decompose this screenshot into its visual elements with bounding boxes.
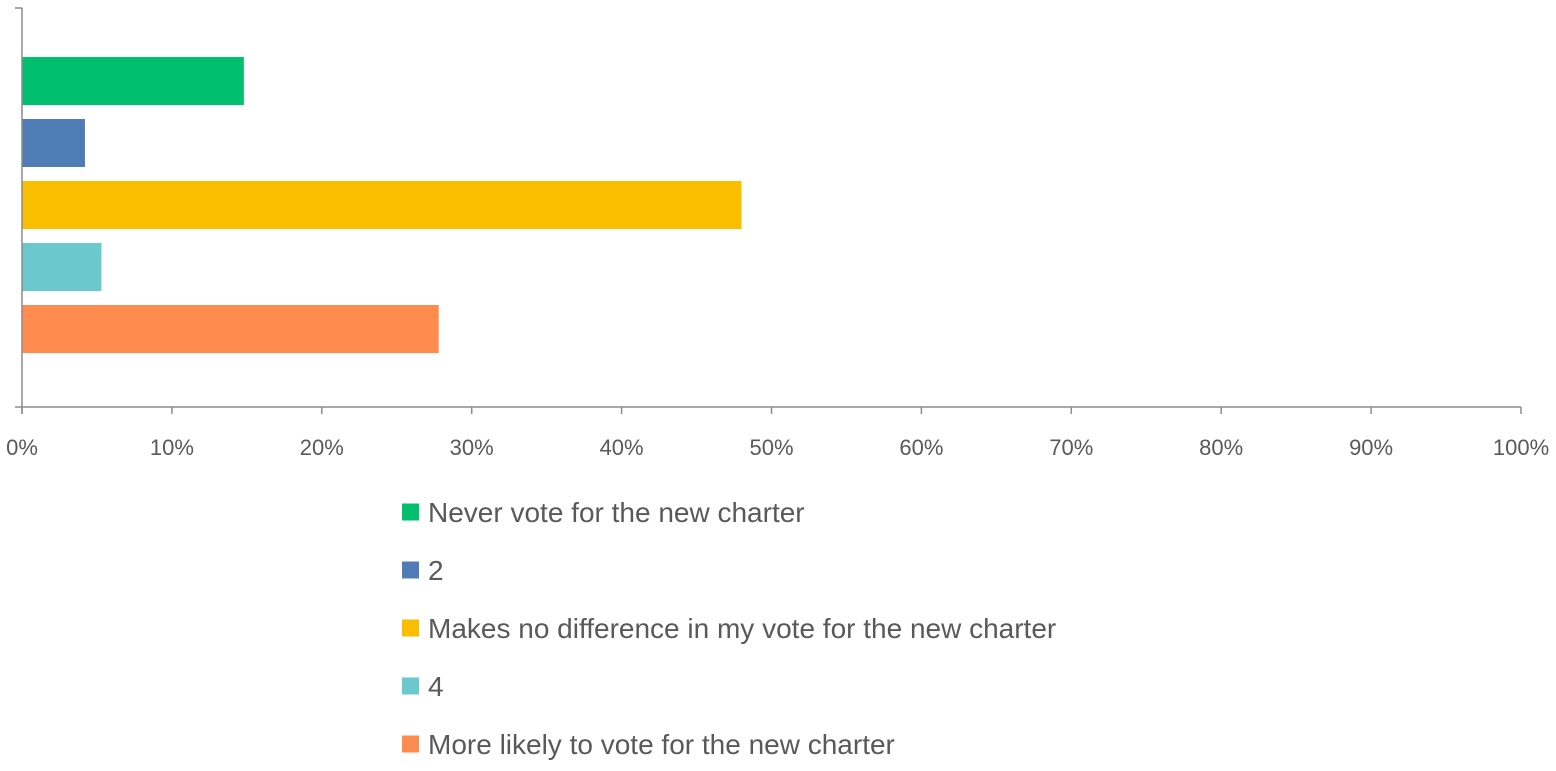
x-tick-label: 30%	[450, 435, 494, 460]
legend-swatch	[402, 677, 419, 695]
legend: Never vote for the new charter 2 Makes no …	[402, 497, 1056, 760]
x-tick-label: 10%	[150, 435, 194, 460]
x-tick-label: 90%	[1349, 435, 1393, 460]
x-tick-label: 70%	[1049, 435, 1093, 460]
bars-group	[22, 57, 742, 353]
bar-2	[22, 119, 85, 167]
x-tick-label: 80%	[1199, 435, 1243, 460]
x-tick-label: 0%	[6, 435, 38, 460]
x-tick-label: 20%	[300, 435, 344, 460]
x-tick-label: 50%	[749, 435, 793, 460]
legend-label: More likely to vote for the new charter	[428, 729, 895, 760]
legend-swatch	[402, 503, 419, 521]
x-axis-ticks: 0% 10% 20% 30% 40% 50% 60% 70% 80% 90% 100%	[6, 407, 1549, 460]
x-tick-label: 60%	[899, 435, 943, 460]
bar-4	[22, 243, 102, 291]
legend-swatch	[402, 561, 419, 579]
legend-swatch	[402, 619, 419, 637]
legend-label: 4	[428, 671, 444, 702]
legend-label: Makes no difference in my vote for the n…	[428, 613, 1056, 644]
legend-swatch	[402, 735, 419, 753]
legend-label: 2	[428, 555, 444, 586]
bar-3	[22, 181, 742, 229]
x-tick-label: 100%	[1493, 435, 1549, 460]
bar-5	[22, 305, 439, 353]
x-tick-label: 40%	[600, 435, 644, 460]
legend-label: Never vote for the new charter	[428, 497, 805, 528]
bar-1	[22, 57, 244, 105]
